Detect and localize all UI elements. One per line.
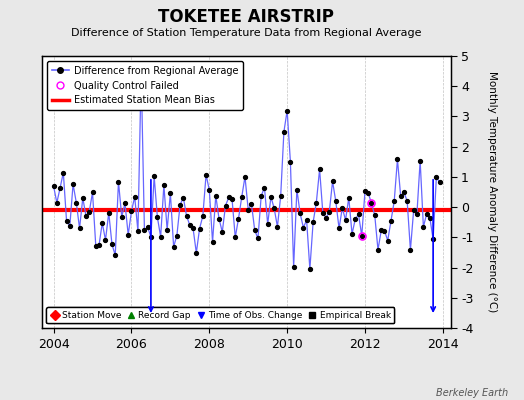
Text: TOKETEE AIRSTRIP: TOKETEE AIRSTRIP: [158, 8, 334, 26]
Text: Difference of Station Temperature Data from Regional Average: Difference of Station Temperature Data f…: [71, 28, 421, 38]
Legend: Station Move, Record Gap, Time of Obs. Change, Empirical Break: Station Move, Record Gap, Time of Obs. C…: [47, 307, 395, 324]
Y-axis label: Monthly Temperature Anomaly Difference (°C): Monthly Temperature Anomaly Difference (…: [487, 71, 497, 313]
Text: Berkeley Earth: Berkeley Earth: [436, 388, 508, 398]
